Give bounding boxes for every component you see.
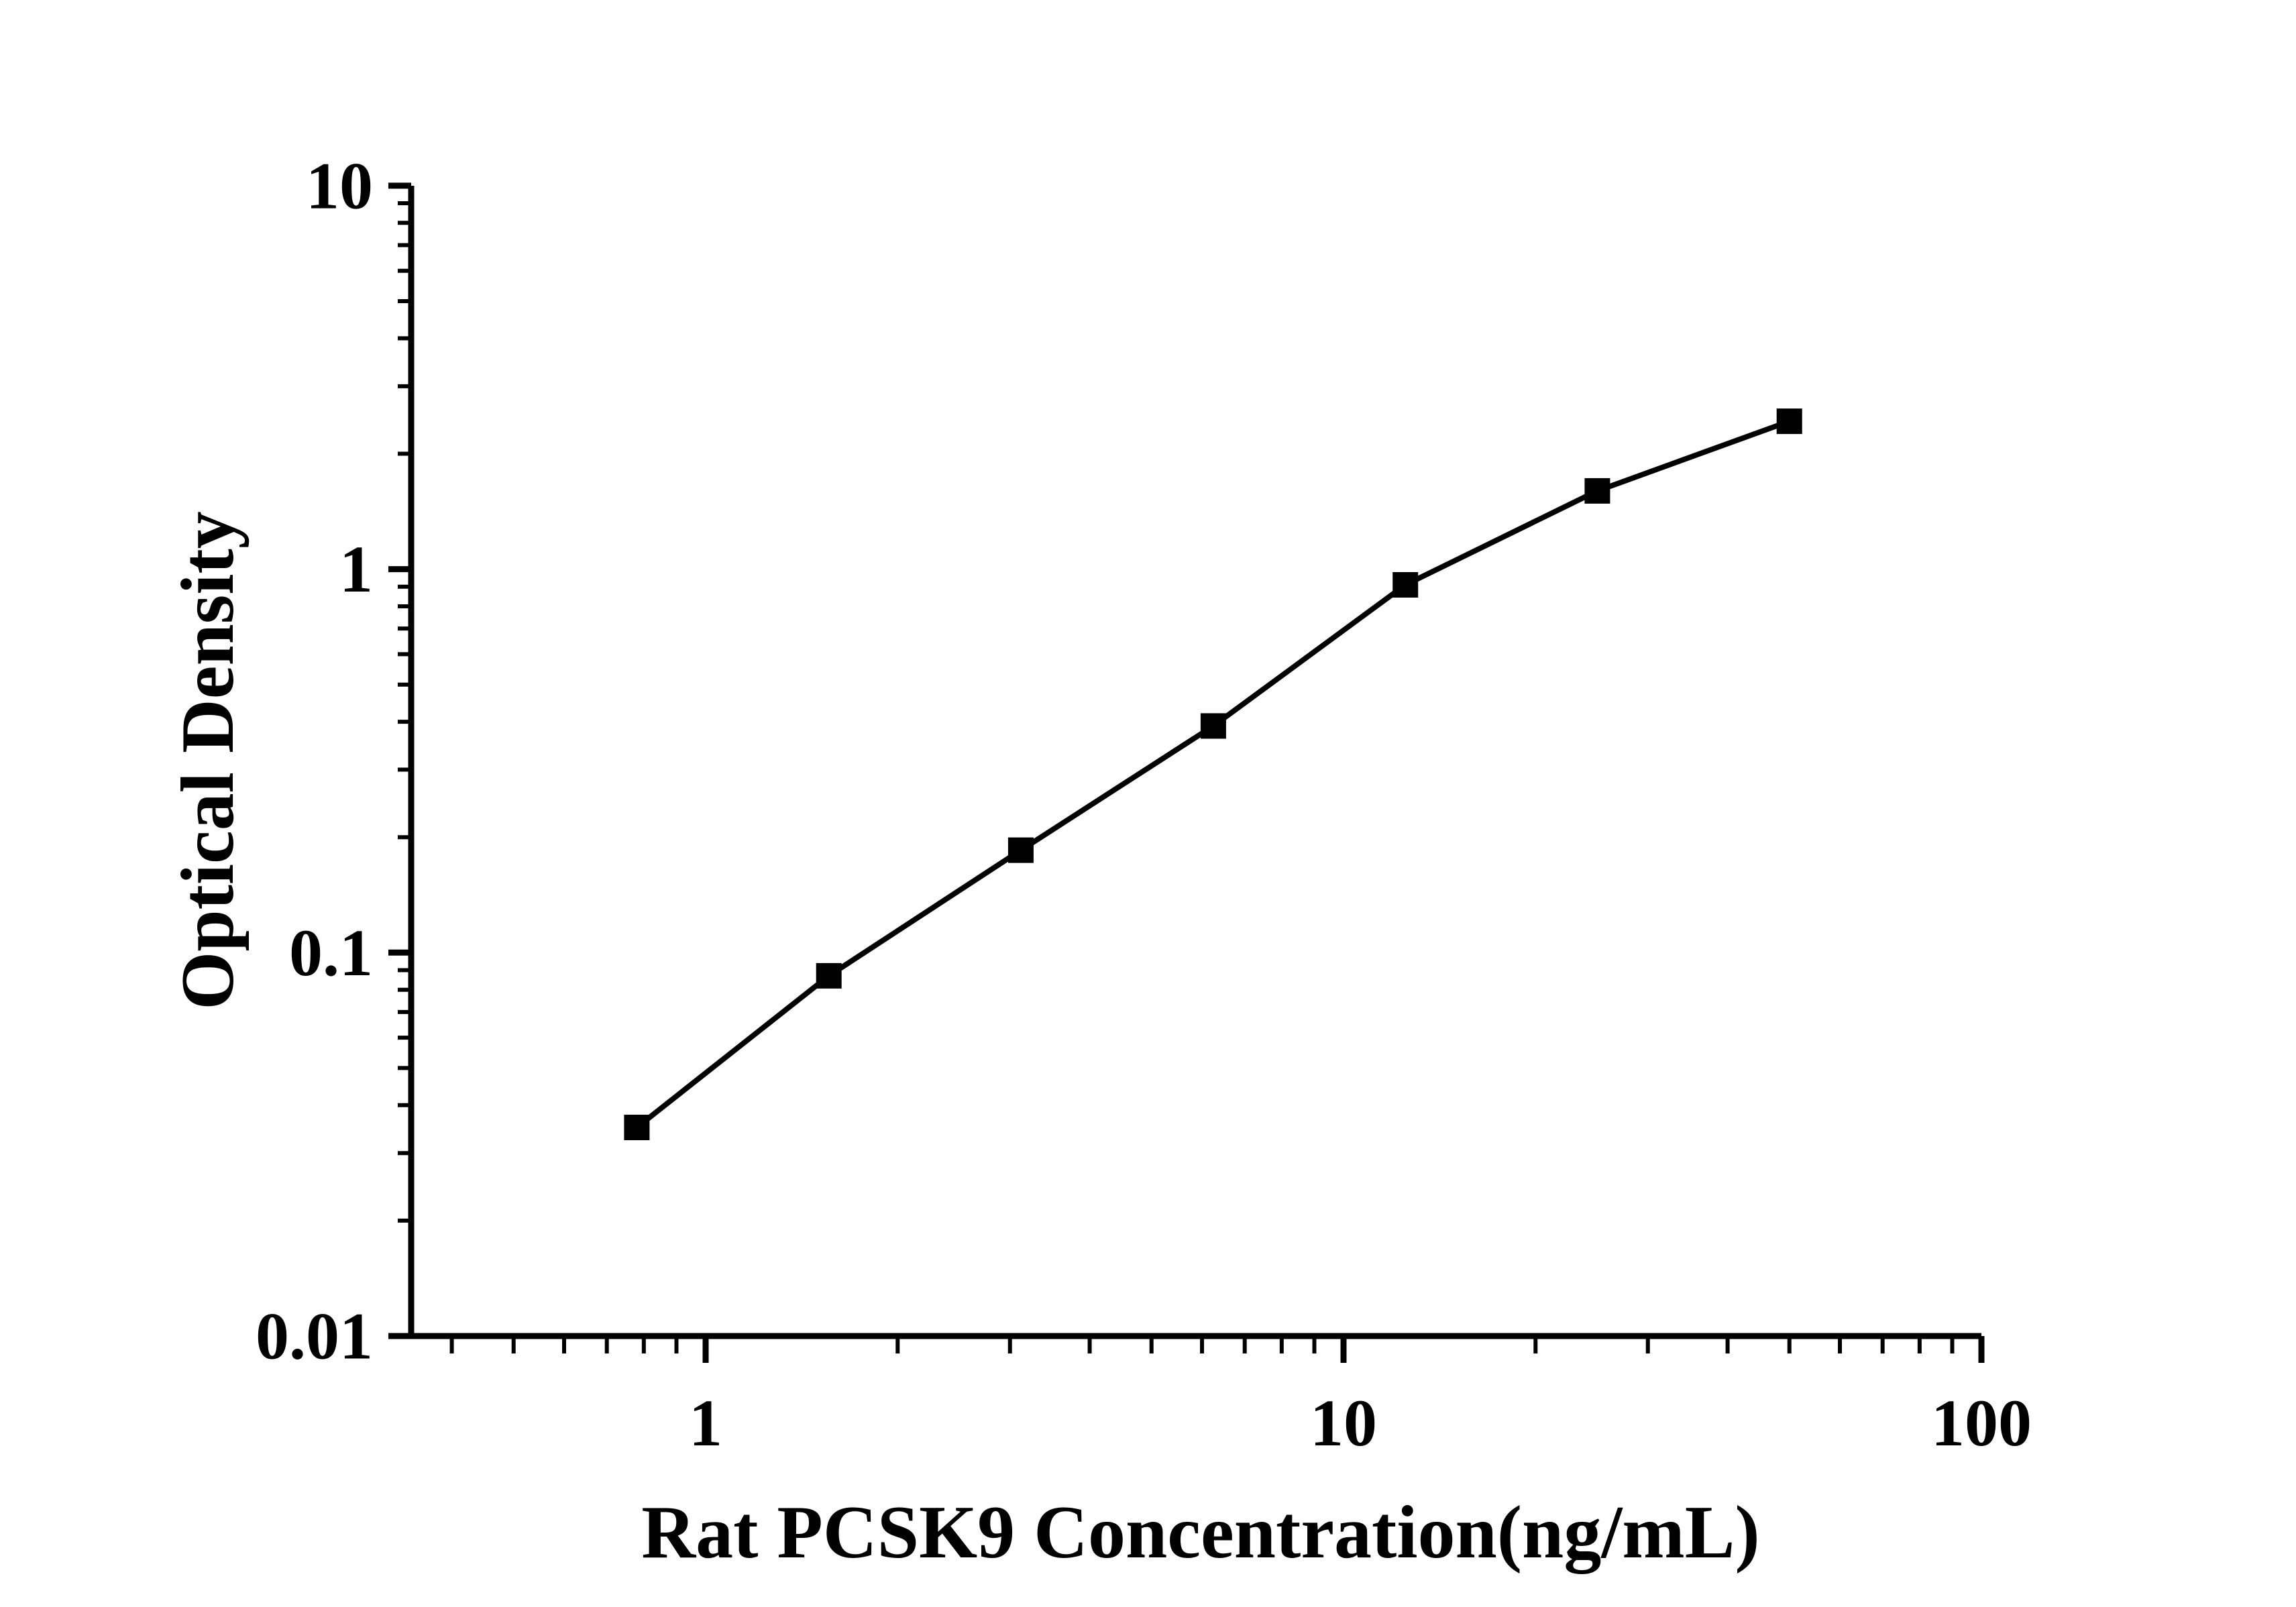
- x-axis-tick-label-1: 1: [689, 1386, 722, 1460]
- y-axis-title: Optical Density: [166, 511, 250, 1010]
- y-axis-tick-label-10: 10: [306, 148, 373, 223]
- x-axis-tick-label-100: 100: [1931, 1386, 2032, 1460]
- data-point-marker-2: [1007, 837, 1034, 863]
- y-axis-tick-label-0.1: 0.1: [289, 916, 373, 990]
- x-axis-tick-label-10: 10: [1310, 1386, 1377, 1460]
- data-point-marker-3: [1200, 713, 1226, 739]
- data-point-marker-4: [1392, 572, 1419, 598]
- data-point-marker-1: [816, 962, 842, 989]
- data-point-marker-6: [1776, 408, 1802, 435]
- data-point-marker-5: [1584, 478, 1610, 504]
- y-axis-tick-label-1: 1: [339, 532, 373, 606]
- data-point-marker-0: [624, 1115, 650, 1140]
- x-axis-title: Rat PCSK9 Concentration(ng/mL): [641, 1491, 1759, 1574]
- y-axis-tick-label-0.01: 0.01: [256, 1299, 373, 1374]
